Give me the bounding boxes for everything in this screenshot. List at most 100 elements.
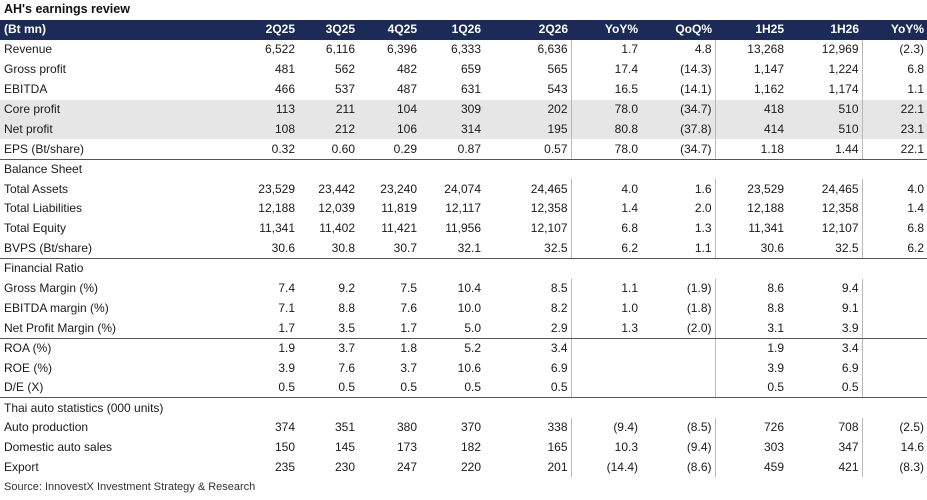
table-cell: 11,341 — [748, 221, 784, 236]
row-label: BVPS (Bt/share) — [0, 238, 198, 260]
row-label: Net Profit Margin (%) — [0, 318, 198, 339]
table-cell — [862, 338, 927, 358]
table-cell: 2.0 — [641, 199, 716, 219]
row-label: Total Assets — [4, 181, 69, 196]
table-cell: 1.1 — [621, 281, 638, 296]
table-cell: 12,969 — [787, 39, 863, 60]
table-cell: 8.5 — [484, 278, 572, 299]
header-cell: 1H26 — [787, 20, 862, 40]
table-cell: 631 — [460, 82, 481, 97]
table-cell: 9.2 — [338, 281, 355, 296]
table-cell — [715, 159, 787, 179]
table-cell — [198, 398, 298, 418]
table-cell: 22.1 — [862, 99, 927, 120]
table-cell: 0.87 — [420, 139, 484, 160]
table-cell — [298, 159, 358, 179]
table-cell: 10.3 — [614, 440, 638, 455]
table-cell: 11,402 — [319, 221, 355, 236]
table-cell — [641, 159, 715, 179]
table-cell — [198, 259, 298, 279]
table-cell: 7.4 — [278, 281, 295, 296]
table-cell: (9.4) — [641, 437, 716, 458]
table-cell: 6,396 — [386, 42, 417, 57]
table-cell: 16.5 — [614, 82, 638, 97]
table-cell — [787, 259, 862, 279]
table-cell: 5.2 — [464, 340, 481, 355]
table-cell: 1.9 — [767, 340, 784, 355]
table-cell — [862, 358, 927, 378]
table-cell: 3.7 — [338, 340, 355, 355]
table-cell — [420, 159, 484, 179]
table-cell: 1.0 — [621, 300, 638, 315]
table-cell: 1.7 — [621, 42, 638, 57]
table-cell: (2.3) — [899, 42, 924, 57]
table-cell — [862, 378, 927, 399]
table-cell — [862, 298, 927, 318]
table-cell: 6.2 — [571, 238, 641, 260]
table-cell: 1.7 — [198, 318, 298, 339]
table-cell: 11,421 — [381, 221, 417, 236]
table-body: (Bt mn) 2Q25 3Q25 4Q25 1Q26 2Q26 YoY% QoQ% 1H25 1… — [0, 20, 927, 478]
row-label: Export — [4, 460, 39, 475]
section-heading-row: Balance Sheet — [0, 159, 927, 179]
row-label: Total Equity — [4, 221, 67, 236]
table-cell: 1,224 — [787, 59, 863, 80]
table-cell: 30.8 — [298, 238, 358, 260]
table-cell — [862, 259, 927, 279]
table-cell: 11,956 — [445, 221, 481, 236]
table-cell — [715, 398, 787, 418]
row-label: Domestic auto sales — [4, 440, 113, 455]
table-row: Domestic auto sales 150 145 173 182 165 10.3 (9… — [0, 437, 927, 458]
table-cell: 3.9 — [278, 360, 295, 375]
table-cell: 1.1 — [907, 82, 924, 97]
table-cell: 9.4 — [787, 278, 863, 299]
table-cell: 165 — [484, 437, 572, 458]
earnings-table: (Bt mn) 2Q25 3Q25 4Q25 1Q26 2Q26 YoY% QoQ% 1H25 1… — [0, 20, 927, 478]
table-row: EBITDA margin (%) 7.1 8.8 7.6 10.0 8.2 1.0 (1.8… — [0, 298, 927, 319]
row-label: EBITDA margin (%) — [4, 300, 109, 315]
table-row: Total Liabilities 12,188 12,039 11,819 12,11… — [0, 199, 927, 219]
table-cell: 12,117 — [445, 201, 481, 216]
table-cell: (9.4) — [613, 420, 638, 435]
table-row: Net Profit Margin (%) 1.7 3.5 1.7 5.0 2.9 1.3(… — [0, 318, 927, 339]
table-cell: 23.1 — [862, 119, 927, 140]
table-cell: 1.1 — [641, 238, 716, 260]
table-cell: 459 — [763, 460, 784, 475]
table-cell: 6,116 — [325, 42, 355, 57]
table-cell: 347 — [787, 437, 863, 458]
table-cell: 6.8 — [907, 62, 924, 77]
table-cell: 466 — [274, 82, 295, 97]
row-label: Financial Ratio — [4, 261, 84, 276]
table-cell: 1.8 — [400, 340, 417, 355]
table-cell: 106 — [358, 119, 420, 140]
row-label: Net profit — [0, 119, 198, 140]
row-label: Revenue — [4, 42, 53, 57]
table-row: Revenue 6,522 6,116 6,396 6,333 6,636 1.7 4.8 13… — [0, 39, 927, 60]
table-cell — [787, 398, 862, 418]
table-cell: 8.2 — [484, 298, 572, 319]
row-label: EPS (Bt/share) — [0, 139, 198, 160]
table-cell — [787, 159, 862, 179]
header-cell: YoY% — [862, 20, 927, 40]
header-unit: (Bt mn) — [0, 20, 198, 40]
table-cell: 418 — [715, 99, 787, 120]
header-cell: QoQ% — [641, 20, 715, 40]
table-cell: 1.3 — [571, 318, 641, 339]
table-cell: 17.4 — [614, 62, 638, 77]
row-label: Balance Sheet — [4, 161, 83, 176]
table-cell: 12,039 — [318, 201, 355, 216]
table-cell: 8.6 — [767, 281, 784, 296]
table-cell: 24,074 — [444, 181, 481, 196]
table-cell: 303 — [763, 440, 784, 455]
header-cell: YoY% — [571, 20, 641, 40]
table-cell: 1,174 — [787, 79, 863, 100]
table-cell: 3.4 — [787, 338, 863, 359]
table-cell: 12,358 — [787, 199, 863, 219]
table-cell — [571, 398, 641, 418]
table-row: BVPS (Bt/share) 30.6 30.8 30.7 32.1 32.5 6.2 1.… — [0, 238, 927, 260]
table-cell: 6.9 — [787, 358, 863, 379]
table-cell: 6,333 — [450, 42, 481, 57]
table-cell: 1.4 — [907, 201, 924, 216]
table-cell: 1.9 — [278, 340, 295, 355]
table-cell: 12,188 — [258, 201, 295, 216]
